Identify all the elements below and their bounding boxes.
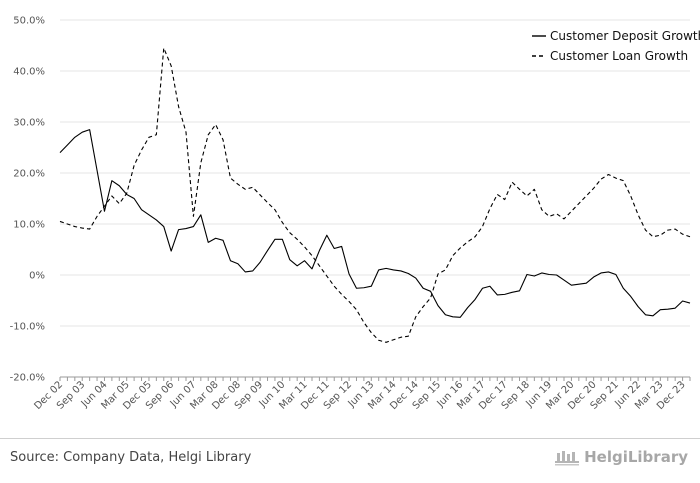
grid-lines xyxy=(60,19,690,327)
library-icon xyxy=(555,451,580,466)
series-lines xyxy=(59,47,691,343)
source-note: Source: Company Data, Helgi Library xyxy=(10,450,252,465)
deposit-growth-line xyxy=(59,129,691,318)
line-chart: 50.0%40.0%30.0%20.0%10.0%0%-10.0%-20.0% … xyxy=(10,16,700,413)
legend-label: Customer Deposit Growth xyxy=(550,29,700,43)
legend: Customer Deposit Growth Customer Loan Gro… xyxy=(532,29,700,63)
footer: Source: Company Data, Helgi Library Helg… xyxy=(0,438,700,483)
brand-logo: HelgiLibrary xyxy=(554,448,688,466)
y-tick-label: 40.0% xyxy=(13,67,45,78)
y-tick-label: -10.0% xyxy=(10,322,45,333)
y-tick-label: -20.0% xyxy=(10,373,45,384)
y-axis: 50.0% 40.0% 30.0% 20.0% 10.0% 0% -10.0% -20.0% xyxy=(10,16,45,384)
y-tick-label: 0% xyxy=(29,271,45,282)
y-tick-label: 10.0% xyxy=(13,220,45,231)
footer-divider xyxy=(0,438,700,439)
y-tick-label: 20.0% xyxy=(13,169,45,180)
legend-label: Customer Loan Growth xyxy=(550,49,688,63)
brand-name: HelgiLibrary xyxy=(584,448,688,466)
loan-growth-line xyxy=(59,47,691,343)
y-tick-label: 50.0% xyxy=(13,16,45,27)
y-tick-label: 30.0% xyxy=(13,118,45,129)
